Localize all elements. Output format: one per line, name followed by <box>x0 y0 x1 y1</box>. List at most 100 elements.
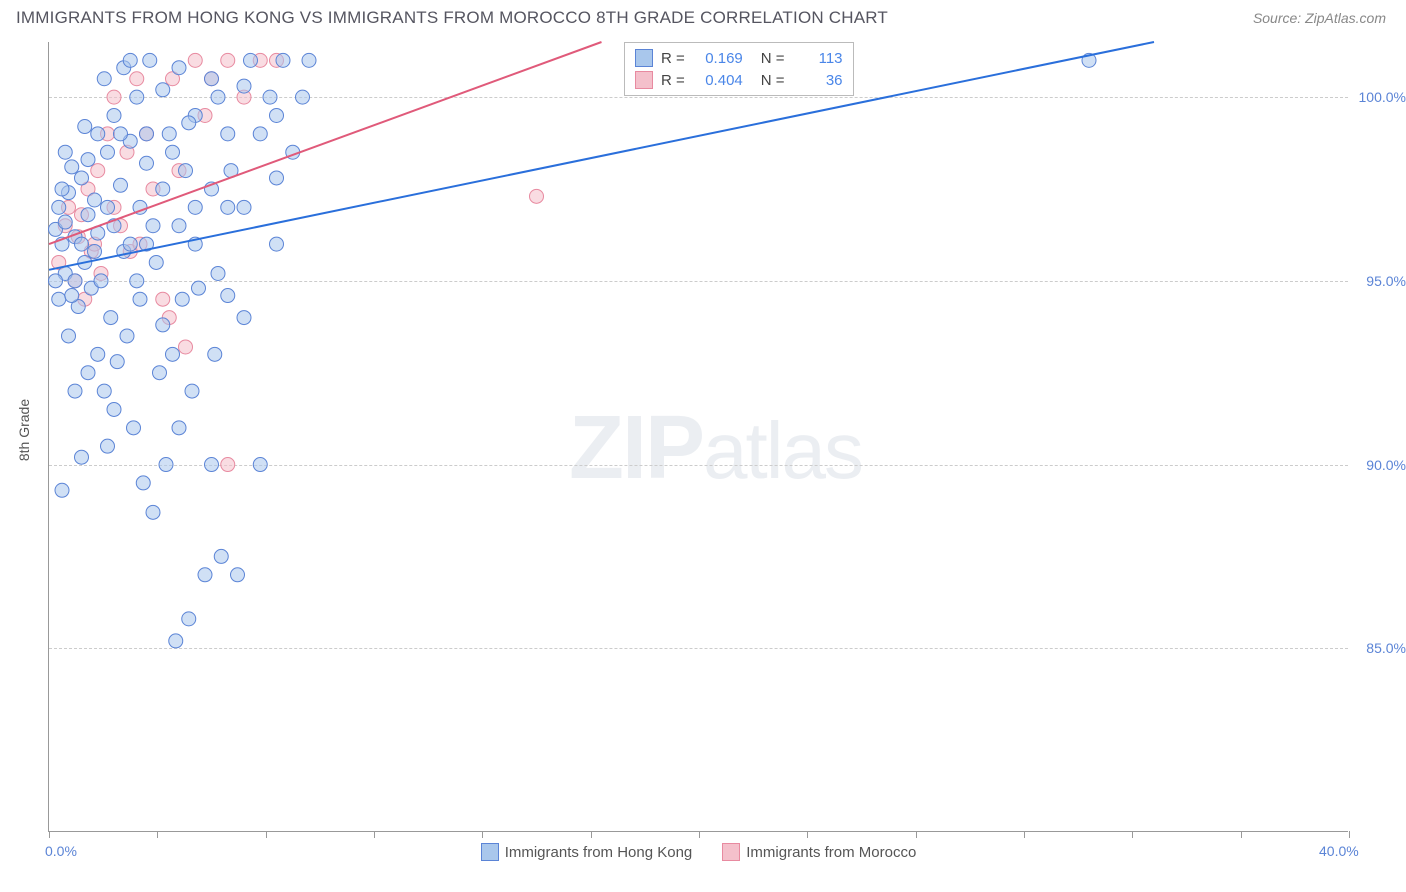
point-hongkong <box>211 90 225 104</box>
x-tick <box>699 831 700 838</box>
x-tick <box>266 831 267 838</box>
point-hongkong <box>91 347 105 361</box>
point-hongkong <box>97 72 111 86</box>
r-value-hongkong: 0.169 <box>693 50 743 67</box>
point-hongkong <box>52 292 66 306</box>
point-hongkong <box>172 421 186 435</box>
point-hongkong <box>198 568 212 582</box>
legend-item-morocco: Immigrants from Morocco <box>722 843 916 861</box>
point-hongkong <box>253 458 267 472</box>
point-hongkong <box>156 182 170 196</box>
point-hongkong <box>237 79 251 93</box>
point-hongkong <box>81 208 95 222</box>
x-tick <box>157 831 158 838</box>
point-hongkong <box>88 244 102 258</box>
point-morocco <box>221 458 235 472</box>
n-label: N = <box>761 50 785 67</box>
source-attribution: Source: ZipAtlas.com <box>1253 10 1386 26</box>
point-hongkong <box>231 568 245 582</box>
point-hongkong <box>65 289 79 303</box>
series-legend: Immigrants from Hong Kong Immigrants fro… <box>49 843 1348 861</box>
chart-title: IMMIGRANTS FROM HONG KONG VS IMMIGRANTS … <box>16 8 888 28</box>
chart-plot-area: ZIPatlas 85.0%90.0%95.0%100.0% 0.0%40.0%… <box>48 42 1348 832</box>
point-hongkong <box>143 53 157 67</box>
point-hongkong <box>162 127 176 141</box>
point-morocco <box>179 340 193 354</box>
point-hongkong <box>188 200 202 214</box>
point-hongkong <box>75 171 89 185</box>
x-tick <box>482 831 483 838</box>
point-hongkong <box>221 289 235 303</box>
point-morocco <box>107 90 121 104</box>
x-tick <box>49 831 50 838</box>
point-hongkong <box>214 549 228 563</box>
point-morocco <box>130 72 144 86</box>
point-hongkong <box>205 458 219 472</box>
point-hongkong <box>244 53 258 67</box>
point-hongkong <box>146 505 160 519</box>
point-hongkong <box>88 193 102 207</box>
x-tick <box>1349 831 1350 838</box>
point-hongkong <box>94 274 108 288</box>
x-tick <box>374 831 375 838</box>
point-hongkong <box>156 83 170 97</box>
x-tick <box>916 831 917 838</box>
point-hongkong <box>136 476 150 490</box>
point-hongkong <box>75 237 89 251</box>
point-hongkong <box>179 164 193 178</box>
point-hongkong <box>276 53 290 67</box>
point-hongkong <box>159 458 173 472</box>
point-hongkong <box>153 366 167 380</box>
point-hongkong <box>75 450 89 464</box>
point-hongkong <box>296 90 310 104</box>
series-name-hongkong: Immigrants from Hong Kong <box>505 844 693 861</box>
point-hongkong <box>49 274 63 288</box>
point-morocco <box>156 292 170 306</box>
point-hongkong <box>172 61 186 75</box>
point-hongkong <box>208 347 222 361</box>
x-tick <box>807 831 808 838</box>
point-hongkong <box>140 156 154 170</box>
y-axis-label: 8th Grade <box>16 399 32 461</box>
point-hongkong <box>130 90 144 104</box>
point-hongkong <box>97 384 111 398</box>
scatter-plot-svg <box>49 42 1348 831</box>
point-hongkong <box>175 292 189 306</box>
point-hongkong <box>123 237 137 251</box>
point-hongkong <box>91 127 105 141</box>
point-hongkong <box>169 634 183 648</box>
point-hongkong <box>149 255 163 269</box>
point-hongkong <box>146 219 160 233</box>
point-hongkong <box>221 200 235 214</box>
point-hongkong <box>270 108 284 122</box>
point-hongkong <box>140 127 154 141</box>
point-hongkong <box>68 274 82 288</box>
x-tick <box>591 831 592 838</box>
n-value-morocco: 36 <box>793 72 843 89</box>
point-hongkong <box>302 53 316 67</box>
point-hongkong <box>62 329 76 343</box>
point-hongkong <box>166 347 180 361</box>
point-hongkong <box>65 160 79 174</box>
point-hongkong <box>211 266 225 280</box>
point-hongkong <box>182 612 196 626</box>
series-name-morocco: Immigrants from Morocco <box>746 844 916 861</box>
point-hongkong <box>68 384 82 398</box>
point-hongkong <box>101 145 115 159</box>
swatch-morocco <box>722 843 740 861</box>
r-value-morocco: 0.404 <box>693 72 743 89</box>
point-hongkong <box>101 200 115 214</box>
y-tick-label: 85.0% <box>1354 640 1406 656</box>
x-tick <box>1024 831 1025 838</box>
point-hongkong <box>263 90 277 104</box>
swatch-morocco <box>635 71 653 89</box>
point-hongkong <box>104 311 118 325</box>
point-hongkong <box>78 120 92 134</box>
point-hongkong <box>81 153 95 167</box>
point-hongkong <box>120 329 134 343</box>
n-label: N = <box>761 72 785 89</box>
point-hongkong <box>101 439 115 453</box>
x-tick <box>1132 831 1133 838</box>
point-hongkong <box>192 281 206 295</box>
n-value-hongkong: 113 <box>793 50 843 67</box>
